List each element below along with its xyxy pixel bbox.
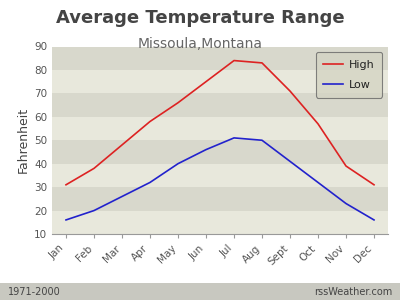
High xyxy=(92,167,96,170)
Low xyxy=(316,181,320,184)
Bar xyxy=(52,164,388,187)
Low xyxy=(232,136,236,140)
Bar xyxy=(52,117,388,140)
High xyxy=(148,120,152,123)
Low xyxy=(204,148,208,152)
High xyxy=(64,183,68,187)
High xyxy=(316,122,320,126)
Text: Average Temperature Range: Average Temperature Range xyxy=(56,9,344,27)
Line: Low: Low xyxy=(66,138,374,220)
Bar xyxy=(52,70,388,93)
Y-axis label: Fahrenheit: Fahrenheit xyxy=(17,107,30,173)
Low xyxy=(148,181,152,184)
Low xyxy=(64,218,68,222)
Bar xyxy=(52,93,388,117)
Line: High: High xyxy=(66,61,374,185)
High xyxy=(120,143,124,147)
Low xyxy=(344,202,348,205)
Legend: High, Low: High, Low xyxy=(316,52,382,98)
Bar xyxy=(52,140,388,164)
High xyxy=(288,89,292,93)
High xyxy=(232,59,236,62)
High xyxy=(260,61,264,65)
Text: 1971-2000: 1971-2000 xyxy=(8,287,61,297)
Bar xyxy=(52,46,388,70)
Low xyxy=(260,138,264,142)
Low xyxy=(120,195,124,198)
Low xyxy=(176,162,180,166)
High xyxy=(344,164,348,168)
Text: rssWeather.com: rssWeather.com xyxy=(314,287,392,297)
High xyxy=(204,80,208,83)
Bar xyxy=(52,211,388,234)
High xyxy=(176,101,180,104)
Low xyxy=(288,160,292,163)
High xyxy=(372,183,376,187)
Low xyxy=(92,209,96,212)
Text: Missoula,Montana: Missoula,Montana xyxy=(138,38,262,52)
Low xyxy=(372,218,376,222)
Bar xyxy=(52,187,388,211)
